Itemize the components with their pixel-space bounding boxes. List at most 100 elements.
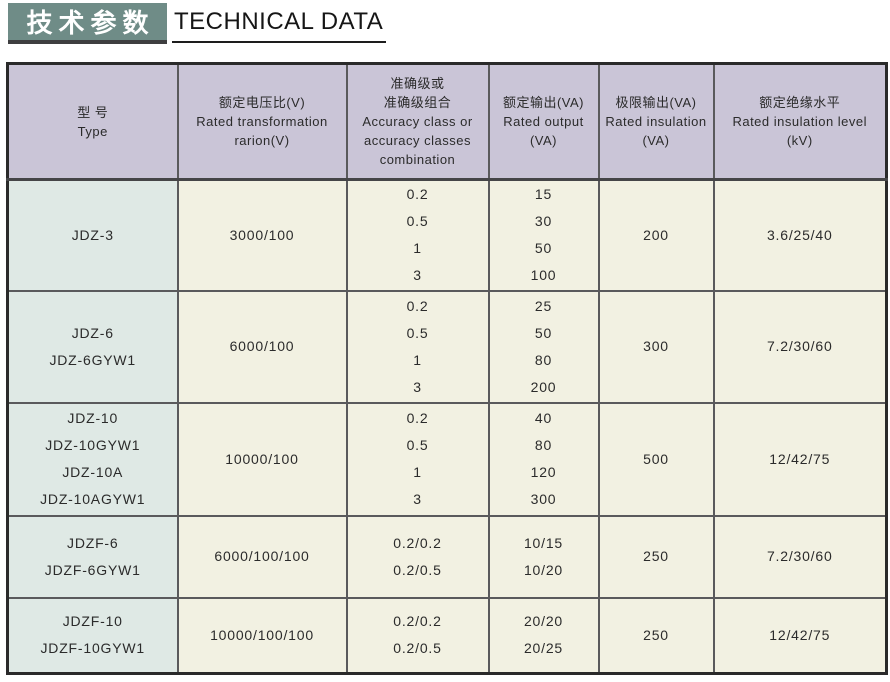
rated-voltage-ratio-cell: 6000/100 [176,289,348,404]
cell-line: 200 [643,226,669,243]
cell-line: 0.2 [406,186,429,203]
section-title-zh: 技术参数 [26,8,155,38]
header-line: (VA) [642,133,670,148]
header-line: accuracy classes [364,133,471,148]
cell-line: 0.2/0.5 [393,640,442,657]
cell-line: 20/25 [523,640,564,657]
insulation-level-cell: 12/42/75 [712,596,888,675]
table-row: JDZ-3 3000/100 0.2 0.5 1 3 15 30 50 100 200 3.6/25/… [6,178,888,292]
cell-line: 0.2 [406,410,429,426]
rated-voltage-ratio-header: 额定电压比(V) Rated transformation rarion(V) [176,62,348,181]
cell-line: JDZ-10AGYW1 [40,491,146,507]
section-title-en: TECHNICAL DATA [172,8,387,43]
rated-output-cell: 10/15 10/20 [487,514,600,599]
limit-output-cell: 250 [597,514,715,599]
cell-line: 300 [530,491,557,507]
rated-voltage-ratio-cell: 3000/100 [176,178,348,292]
cell-line: 0.2 [406,297,429,314]
limit-output-header: 极限输出(VA) Rated insulation (VA) [597,62,715,181]
cell-line: 1 [413,240,422,257]
cell-line: 250 [643,548,669,564]
cell-line: 6000/100 [229,338,295,354]
cell-line: 80 [534,437,553,453]
type-header: 型 号 Type [6,62,179,181]
rated-output-cell: 40 80 120 300 [487,401,600,517]
cell-line: 0.2/0.2 [393,613,442,630]
header-line: Accuracy class or [362,114,473,129]
header-line: Rated output [503,114,584,129]
cell-line: 30 [534,213,553,230]
cell-line: 0.5 [406,324,429,341]
type-cell: JDZ-6 JDZ-6GYW1 [6,289,179,404]
cell-line: 80 [534,351,553,368]
header-line: 额定绝缘水平 [759,95,841,110]
cell-line: 250 [643,626,669,643]
cell-line: 10000/100 [225,450,299,467]
cell-line: 15 [534,186,553,203]
cell-line: 3.6/25/40 [766,226,833,243]
rated-output-cell: 20/20 20/25 [487,596,600,675]
cell-line: 3000/100 [229,226,295,243]
header-line: Type [77,123,108,139]
table-row: JDZ-10 JDZ-10GYW1 JDZ-10A JDZ-10AGYW1 10000/… [6,401,888,517]
cell-line: JDZF-10GYW1 [40,640,145,657]
header-line: 额定电压比(V) [218,95,306,110]
cell-line: 6000/100/100 [214,548,310,564]
cell-line: 0.5 [406,437,429,453]
cell-line: JDZ-3 [71,226,114,243]
cell-line: JDZ-6GYW1 [49,351,137,368]
accuracy-class-header: 准确级或准确级组合 Accuracy class or accuracy class… [345,62,490,181]
header-line: Rated insulation [605,114,707,129]
cell-line: 20/20 [523,613,564,630]
cell-line: JDZ-10 [67,410,119,426]
technical-data-table: 型 号 Type 额定电压比(V) Rated transformation rario… [6,62,888,675]
cell-line: 1 [413,464,422,480]
cell-line: 7.2/30/60 [766,548,833,564]
type-cell: JDZ-10 JDZ-10GYW1 JDZ-10A JDZ-10AGYW1 [6,401,179,517]
cell-line: 40 [534,410,553,426]
cell-line: 0.2/0.5 [393,561,442,578]
header-line: 型 号 [77,104,109,120]
header-line: (kV) [786,133,813,148]
cell-line: 3 [413,491,422,507]
table-row: JDZF-10 JDZF-10GYW1 10000/100/100 0.2/0.2 0.… [6,596,888,675]
limit-output-cell: 200 [597,178,715,292]
cell-line: 10000/100/100 [210,626,314,643]
cell-line: 50 [534,240,553,257]
header-line: combination [379,152,456,167]
type-cell: JDZF-6 JDZF-6GYW1 [6,514,179,599]
insulation-level-cell: 3.6/25/40 [712,178,888,292]
rated-voltage-ratio-cell: 10000/100 [176,401,348,517]
cell-line: 300 [643,338,669,354]
header-line: rarion(V) [234,133,290,148]
cell-line: JDZF-10 [62,613,123,630]
cell-line: 12/42/75 [769,450,831,467]
rated-output-header: 额定输出(VA) Rated output (VA) [487,62,600,181]
rated-voltage-ratio-cell: 10000/100/100 [176,596,348,675]
header-line: 准确级或 [390,76,445,91]
insulation-level-header: 额定绝缘水平 Rated insulation level (kV) [712,62,888,181]
cell-line: JDZF-6 [67,534,119,551]
type-cell: JDZF-10 JDZF-10GYW1 [6,596,179,675]
header-line: 准确级组合 [383,95,452,110]
rated-output-cell: 25 50 80 200 [487,289,600,404]
limit-output-cell: 250 [597,596,715,675]
accuracy-class-cell: 0.2 0.5 1 3 [345,401,490,517]
cell-line: 120 [530,464,557,480]
cell-line: 3 [413,267,422,284]
cell-line: 7.2/30/60 [766,338,833,354]
cell-line: 1 [413,351,422,368]
cell-line: 25 [534,297,553,314]
accuracy-class-cell: 0.2 0.5 1 3 [345,178,490,292]
header-row: 型 号 Type 额定电压比(V) Rated transformation rario… [6,62,888,181]
table-row: JDZ-6 JDZ-6GYW1 6000/100 0.2 0.5 1 3 25 50 80 200 3… [6,289,888,404]
cell-line: 12/42/75 [769,626,831,643]
table-row: JDZF-6 JDZF-6GYW1 6000/100/100 0.2/0.2 0.2/0… [6,514,888,599]
section-title-badge: 技术参数 [8,3,167,44]
accuracy-class-cell: 0.2/0.2 0.2/0.5 [345,596,490,675]
cell-line: 50 [534,324,553,341]
limit-output-cell: 300 [597,289,715,404]
header-line: 额定输出(VA) [502,95,585,110]
accuracy-class-cell: 0.2 0.5 1 3 [345,289,490,404]
